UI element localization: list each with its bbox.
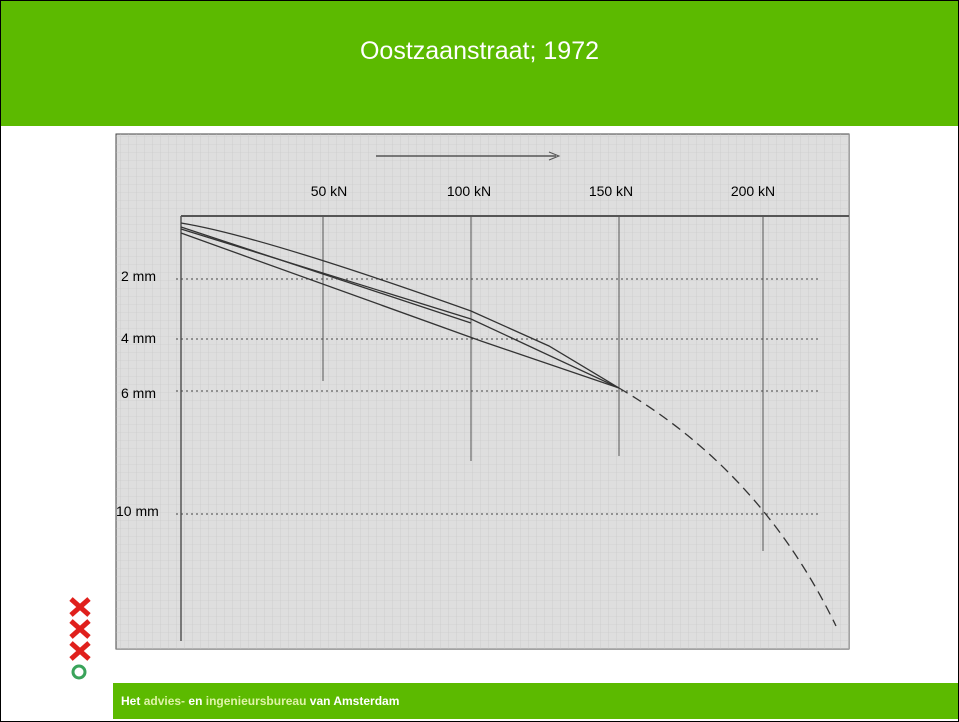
load-label: 150 kN: [589, 183, 633, 199]
logo-crosses: [71, 599, 89, 659]
load-label: 50 kN: [311, 183, 348, 199]
footer-text: ingenieursbureau: [206, 694, 307, 708]
footer-text: advies-: [144, 694, 185, 708]
logo-icon: [73, 666, 85, 678]
load-label: 100 kN: [447, 183, 491, 199]
settlement-label: 6 mm: [121, 385, 156, 401]
footer-text: van Amsterdam: [310, 694, 400, 708]
settlement-label: 10 mm: [116, 503, 159, 519]
load-label: 200 kN: [731, 183, 775, 199]
figure: 50 kN 100 kN 150 kN 200 kN 2 mm 4 mm 6 m…: [1, 1, 958, 681]
footer-bar: Het advies- en ingenieursbureau van Amst…: [113, 683, 958, 719]
footer-text: Het: [121, 694, 140, 708]
footer-text: en: [188, 694, 202, 708]
slide: Oostzaanstraat; 1972: [0, 0, 959, 722]
settlement-label: 2 mm: [121, 268, 156, 284]
settlement-label: 4 mm: [121, 330, 156, 346]
